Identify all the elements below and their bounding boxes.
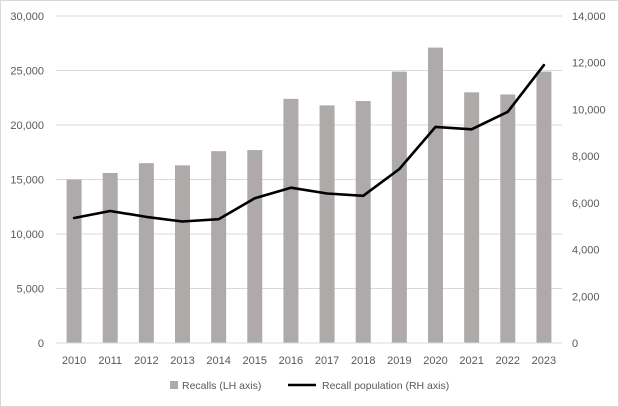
left-axis-tick-labels: 0 5,000 10,000 15,000 20,000 25,000 30,000 xyxy=(10,11,44,350)
recall-population-series-line xyxy=(72,63,546,223)
recalls-bar xyxy=(247,150,263,343)
recalls-bar xyxy=(175,165,190,343)
x-axis-tick-label: 2017 xyxy=(315,355,339,367)
x-axis-tick-label: 2015 xyxy=(243,355,267,367)
left-axis-tick-label: 15,000 xyxy=(10,175,44,187)
right-axis-tick-label: 6,000 xyxy=(572,198,600,210)
recalls-bar xyxy=(536,71,552,343)
right-axis-tick-labels: 0 2,000 4,000 6,000 8,000 10,000 12,000 14,000 xyxy=(572,11,606,350)
x-axis-tick-label: 2019 xyxy=(387,355,411,367)
legend-swatch-recalls xyxy=(170,381,178,389)
recalls-bar xyxy=(355,101,371,344)
x-axis-tick-label: 2016 xyxy=(279,355,303,367)
recalls-bar xyxy=(211,151,227,343)
x-axis-tick-label: 2012 xyxy=(134,355,158,367)
left-axis-tick-label: 0 xyxy=(38,338,44,350)
recalls-bar xyxy=(464,92,480,343)
recalls-bar xyxy=(66,179,82,343)
x-axis-tick-label: 2020 xyxy=(423,355,447,367)
x-axis-tick-label: 2010 xyxy=(62,355,86,367)
recalls-bar xyxy=(283,98,299,343)
recalls-bar xyxy=(138,163,154,343)
right-axis-tick-label: 12,000 xyxy=(572,58,606,70)
recalls-bar xyxy=(428,47,443,344)
legend-label-recalls: Recalls (LH axis) xyxy=(182,380,261,392)
left-axis-tick-label: 20,000 xyxy=(10,120,44,132)
left-axis-tick-label: 25,000 xyxy=(10,66,44,78)
x-axis-tick-labels: 2010 2011 2012 2013 2014 2015 2016 2017 2018 2019… xyxy=(62,355,556,367)
gridlines xyxy=(56,15,562,289)
right-axis-tick-label: 0 xyxy=(572,338,578,350)
left-axis-tick-label: 5,000 xyxy=(16,284,44,296)
x-axis-tick-label: 2013 xyxy=(170,355,194,367)
x-axis-tick-label: 2022 xyxy=(496,355,520,367)
recall-population-line xyxy=(72,63,546,223)
recalls-bar xyxy=(500,94,516,343)
right-axis-tick-label: 14,000 xyxy=(572,11,606,23)
right-axis-tick-label: 2,000 xyxy=(572,291,600,303)
left-axis-tick-label: 10,000 xyxy=(10,229,44,241)
x-axis-tick-label: 2018 xyxy=(351,355,375,367)
recalls-bar xyxy=(319,105,335,343)
legend-label-recall-population: Recall population (RH axis) xyxy=(322,380,449,392)
x-axis-tick-label: 2014 xyxy=(206,355,230,367)
left-axis-tick-label: 30,000 xyxy=(10,11,44,23)
recalls-bars xyxy=(66,47,552,344)
right-axis-tick-label: 10,000 xyxy=(572,104,606,116)
x-axis-tick-label: 2021 xyxy=(459,355,483,367)
recalls-bar xyxy=(102,172,118,343)
right-axis-tick-label: 4,000 xyxy=(572,245,600,257)
right-axis-tick-label: 8,000 xyxy=(572,151,600,163)
x-axis-tick-label: 2011 xyxy=(98,355,122,367)
recalls-bar xyxy=(391,71,407,343)
legend: Recalls (LH axis) Recall population (RH a… xyxy=(170,380,449,392)
x-axis-tick-label: 2023 xyxy=(532,355,556,367)
